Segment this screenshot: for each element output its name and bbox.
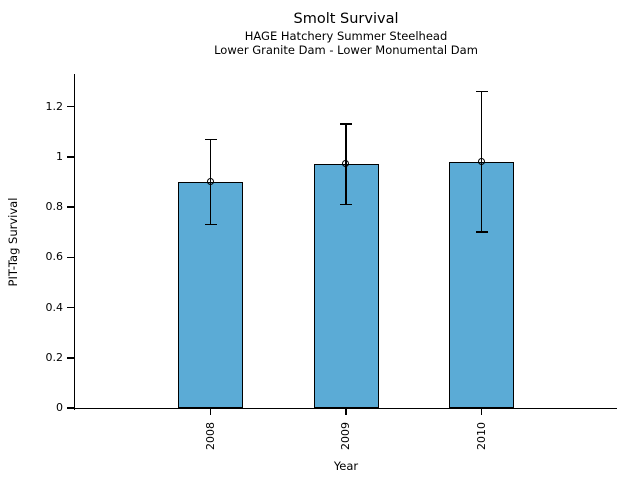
y-tick-0.2	[66, 357, 74, 359]
x-tick-label-2008: 2008	[203, 422, 217, 450]
y-tick-0.4	[66, 306, 74, 309]
y-tick-label-0: 0	[56, 401, 63, 414]
x-tick-2009	[345, 409, 347, 415]
error-cap-upper-2009	[340, 123, 352, 125]
y-tick-label-0.6: 0.6	[45, 250, 64, 264]
y-tick-label-0.2: 0.2	[45, 350, 64, 364]
error-cap-upper-2008	[204, 138, 217, 141]
x-axis-label: Year	[333, 459, 359, 473]
y-tick-0	[66, 407, 74, 409]
y-tick-0.8	[66, 206, 74, 208]
chart-title: Smolt Survival	[293, 11, 399, 27]
y-tick-1.2	[66, 105, 74, 108]
x-tick-label-2010: 2010	[474, 422, 488, 450]
y-axis-label: PIT-Tag Survival	[6, 197, 20, 287]
y-tick-label-1.2: 1.2	[45, 99, 64, 113]
mean-marker-2010	[477, 157, 485, 165]
x-tick-label-2009: 2009	[339, 422, 352, 450]
y-tick-label-0.4: 0.4	[45, 300, 64, 314]
mean-marker-2008	[206, 177, 214, 185]
y-tick-label-0.8: 0.8	[45, 200, 64, 214]
chart-subtitle-line1: HAGE Hatchery Summer Steelhead	[244, 29, 448, 43]
x-axis	[73, 407, 617, 409]
error-cap-lower-2009	[340, 203, 352, 206]
y-tick-1	[66, 156, 74, 158]
y-tick-label-1: 1	[56, 149, 63, 163]
error-cap-lower-2008	[204, 223, 217, 226]
chart-subtitle-line2: Lower Granite Dam - Lower Monumental Dam	[214, 43, 478, 57]
y-tick-0.6	[66, 256, 74, 259]
error-cap-lower-2010	[475, 231, 488, 233]
error-cap-upper-2010	[475, 90, 488, 93]
x-tick-2010	[480, 409, 483, 415]
y-axis	[73, 74, 75, 410]
x-tick-2008	[209, 409, 212, 415]
mean-marker-2009	[342, 160, 349, 168]
